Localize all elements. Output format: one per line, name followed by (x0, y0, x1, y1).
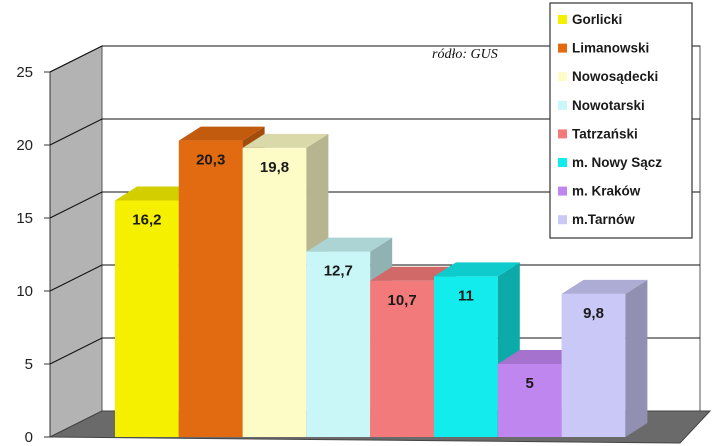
bar-value-label: 5 (526, 375, 534, 392)
legend-item: Nowosądecki (558, 69, 658, 84)
bar-top (242, 133, 329, 148)
legend-label: Nowosądecki (572, 69, 658, 84)
bar-value-label: 12,7 (324, 263, 353, 280)
bar-front (178, 140, 243, 437)
legend-label: Gorlicki (572, 12, 622, 27)
bar-top (306, 237, 393, 252)
bar-front (497, 364, 562, 437)
legend: Gorlicki Limanowski Nowosądecki Nowotarski T… (549, 2, 693, 239)
gridline (49, 45, 700, 73)
bar-value-label: 11 (458, 287, 474, 304)
legend-swatch (558, 215, 567, 225)
source-note: ródło: GUS (432, 47, 498, 62)
bars: 16,2 20,3 19,8 12,7 10,7 11 5 9,8 (115, 126, 648, 438)
legend-swatch (558, 158, 567, 167)
legend-label: Limanowski (572, 41, 649, 56)
y-axis: 0 5 10 15 20 25 (16, 64, 51, 446)
bar-side (625, 279, 648, 437)
legend-box (549, 2, 693, 239)
legend-swatch (558, 186, 567, 196)
legend-item: Gorlicki (558, 12, 622, 27)
bar-front (561, 293, 626, 437)
y-tick-label: 20 (16, 137, 33, 154)
bar-front (306, 251, 371, 437)
y-tick-label: 15 (16, 210, 33, 227)
y-tick-label: 5 (25, 356, 33, 373)
bar-front (370, 280, 434, 437)
bar-value-label: 19,8 (260, 159, 289, 176)
gridlines (49, 45, 700, 365)
legend-label: m. Nowy Sącz (572, 155, 662, 170)
bar-top (561, 279, 648, 294)
legend-label: Tatrzański (572, 126, 638, 141)
left-wall (49, 45, 103, 438)
legend-label: m.Tarnów (572, 212, 635, 227)
legend-swatch (558, 100, 567, 110)
legend-label: m. Kraków (572, 184, 641, 199)
legend-label: Nowotarski (572, 98, 645, 113)
y-tick-label: 10 (16, 283, 33, 300)
bar-value-label: 10,7 (387, 292, 416, 309)
legend-item: Tatrzański (558, 126, 638, 141)
y-tick-label: 0 (25, 429, 33, 446)
bar-front (242, 147, 307, 438)
legend-swatch (558, 15, 567, 24)
y-tick-label: 25 (16, 64, 33, 81)
legend-item: m. Kraków (558, 184, 641, 199)
bar-top (434, 262, 520, 277)
legend-item: Limanowski (558, 41, 649, 56)
legend-item: m.Tarnów (558, 212, 635, 227)
bar-front (115, 200, 179, 437)
bar-front (434, 276, 498, 437)
legend-swatch (558, 72, 567, 82)
legend-swatch (558, 43, 567, 53)
bar-value-label: 20,3 (196, 152, 225, 169)
legend-item: m. Nowy Sącz (558, 155, 662, 170)
gridline (49, 191, 700, 219)
bar-top (178, 126, 265, 141)
bar-value-label: 16,2 (132, 211, 161, 228)
bar: 9,8 (561, 279, 648, 437)
legend-swatch (558, 129, 567, 139)
bar-value-label: 9,8 (583, 305, 604, 322)
gridline (49, 118, 700, 146)
legend-item: Nowotarski (558, 98, 645, 113)
